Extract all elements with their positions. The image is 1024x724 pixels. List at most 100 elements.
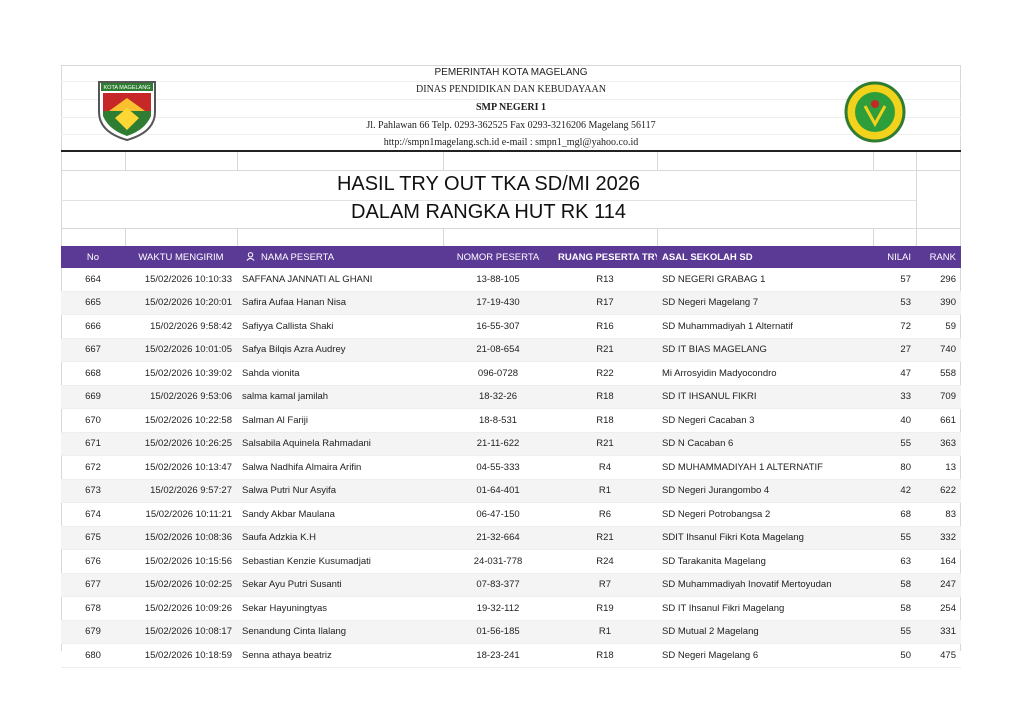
table-cell: SD Negeri Magelang 6 [657,643,873,668]
table-cell: 57 [873,268,916,292]
table-cell: R17 [553,291,657,315]
header-row: No WAKTU MENGIRIM NAMA PESERTA NOMOR PESERT… [61,246,961,268]
table-cell: 50 [873,643,916,668]
table-cell: 15/02/2026 9:58:42 [125,314,237,339]
table-cell: R22 [553,361,657,386]
table-cell: 47 [873,361,916,386]
table-cell: 42 [873,479,916,503]
table-cell: R4 [553,455,657,480]
table-cell: SD IT BIAS MAGELANG [657,338,873,362]
table-cell: R18 [553,643,657,668]
table-cell: 72 [873,314,916,339]
column-header: No [61,246,125,268]
column-header: NILAI [873,246,916,268]
table-cell: 363 [916,432,961,456]
table-cell: 07-83-377 [443,573,553,597]
column-header: NAMA PESERTA [237,246,443,268]
table-cell: 677 [61,573,125,597]
table-row: 667 15/02/2026 10:01:05 Safya Bilqis Azra … [61,338,961,362]
table-cell: 15/02/2026 10:22:58 [125,408,237,433]
column-header: WAKTU MENGIRIM [125,246,237,268]
table-cell: 622 [916,479,961,503]
table-cell: SD Negeri Magelang 7 [657,291,873,315]
table-cell: R1 [553,479,657,503]
table-cell: Safya Bilqis Azra Audrey [237,338,443,362]
person-icon [246,251,255,261]
header-line: Jl. Pahlawan 66 Telp. 0293-362525 Fax 02… [366,120,656,131]
table-cell: 15/02/2026 10:01:05 [125,338,237,362]
title: DALAM RANGKA HUT RK 114 [351,201,626,223]
table-cell: SD Negeri Jurangombo 4 [657,479,873,503]
table-cell: R13 [553,268,657,292]
table-cell: 55 [873,432,916,456]
table-cell: 15/02/2026 10:08:17 [125,620,237,644]
table-cell: 247 [916,573,961,597]
table-cell: 675 [61,526,125,550]
table-cell: 15/02/2026 10:09:26 [125,596,237,621]
table-cell: 15/02/2026 10:15:56 [125,549,237,574]
grid-line [237,228,238,246]
table-cell: 13 [916,455,961,480]
column-header: NOMOR PESERTA [443,246,553,268]
table-cell: 740 [916,338,961,362]
table-cell: salma kamal jamilah [237,385,443,409]
table-cell: 666 [61,314,125,339]
table-cell: 15/02/2026 10:26:25 [125,432,237,456]
table-cell: 59 [916,314,961,339]
title: HASIL TRY OUT TKA SD/MI 2026 [336,173,641,195]
column-header: RANK [916,246,961,268]
table-row: 672 15/02/2026 10:13:47 Salwa Nadhifa Alma… [61,455,961,480]
table-cell: 254 [916,596,961,621]
table-cell: 668 [61,361,125,386]
table-row: 673 15/02/2026 9:57:27 Salwa Putri Nur Asy… [61,479,961,503]
table-cell: 667 [61,338,125,362]
grid-line [237,152,238,170]
table-cell: SD MUHAMMADIYAH 1 ALTERNATIF [657,455,873,480]
table-cell: 16-55-307 [443,314,553,339]
table-cell: 15/02/2026 10:20:01 [125,291,237,315]
table-cell: SD Negeri Cacaban 3 [657,408,873,433]
header-line: http://smpn1magelang.sch.id e-mail : smp… [383,137,639,148]
column-header-text: NAMA PESERTA [261,251,335,263]
table-cell: 674 [61,502,125,527]
table-cell: 15/02/2026 9:53:06 [125,385,237,409]
table-cell: R7 [553,573,657,597]
grid-line [61,170,961,171]
table-row: 669 15/02/2026 9:53:06 salma kamal jamilah… [61,385,961,409]
table-row: 680 15/02/2026 10:18:59 Senna athaya beatr… [61,643,961,668]
table-cell: 673 [61,479,125,503]
table-cell: SDIT Ihsanul Fikri Kota Magelang [657,526,873,550]
school-logo [844,81,906,143]
table-cell: Salsabila Aquinela Rahmadani [237,432,443,456]
table-cell: 664 [61,268,125,292]
table-cell: SD Muhammadiyah Inovatif Mertoyudan [657,573,873,597]
table-cell: 15/02/2026 10:10:33 [125,268,237,292]
table-cell: 55 [873,526,916,550]
table-cell: 15/02/2026 9:57:27 [125,479,237,503]
table-cell: 18-32-26 [443,385,553,409]
table-cell: Sekar Ayu Putri Susanti [237,573,443,597]
table-row: 668 15/02/2026 10:39:02 Sahda vionita 096-0… [61,361,961,386]
table-cell: Salwa Nadhifa Almaira Arifin [237,455,443,480]
table-cell: SD Negeri Potrobangsa 2 [657,502,873,527]
table-cell: 661 [916,408,961,433]
grid-line [873,228,874,246]
table-cell: 679 [61,620,125,644]
table-cell: 15/02/2026 10:11:21 [125,502,237,527]
table-cell: 670 [61,408,125,433]
table-cell: R18 [553,385,657,409]
table-cell: R21 [553,432,657,456]
table-cell: R19 [553,596,657,621]
table-cell: R18 [553,408,657,433]
table-cell: SD IT IHSANUL FIKRI [657,385,873,409]
table-cell: 63 [873,549,916,574]
table-cell: SD N Cacaban 6 [657,432,873,456]
table-cell: 665 [61,291,125,315]
table-row: 665 15/02/2026 10:20:01 Safira Aufaa Hanan… [61,291,961,315]
table-cell: 558 [916,361,961,386]
table-cell: 21-08-654 [443,338,553,362]
table-row: 675 15/02/2026 10:08:36 Saufa Adzkia K.H 21… [61,526,961,550]
table-cell: 06-47-150 [443,502,553,527]
table-cell: 15/02/2026 10:18:59 [125,643,237,668]
